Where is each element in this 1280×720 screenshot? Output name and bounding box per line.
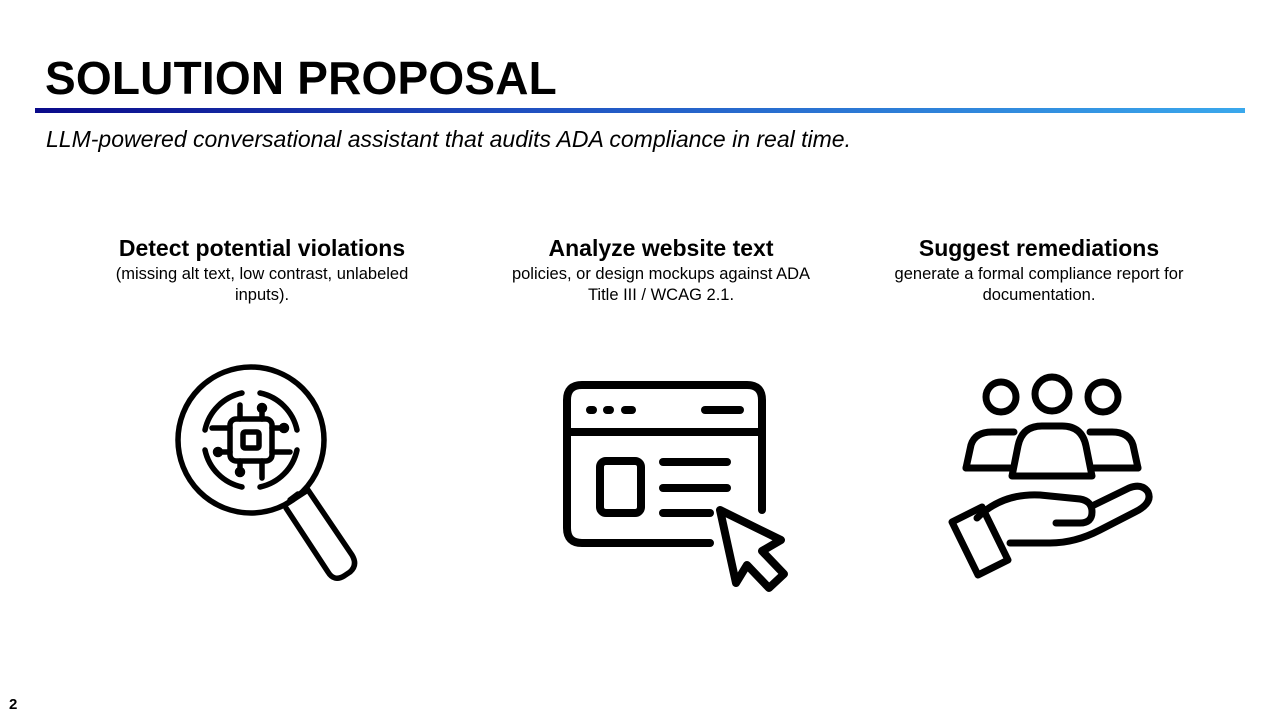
feature-heading: Detect potential violations (118, 235, 406, 261)
hand-holding-people-icon (940, 360, 1170, 590)
feature-description: (missing alt text, low contrast, unlabel… (115, 265, 409, 304)
page-number: 2 (9, 696, 18, 713)
feature-description: generate a formal compliance report for … (894, 265, 1184, 304)
feature-column-analyze: Analyze website text policies, or design… (501, 232, 821, 306)
feature-column-suggest: Suggest remediations generate a formal c… (879, 232, 1199, 306)
slide-title: SOLUTION PROPOSAL (45, 52, 557, 104)
title-divider (35, 108, 1245, 113)
feature-column-detect: Detect potential violations (missing alt… (102, 232, 422, 306)
browser-window-cursor-icon (555, 370, 795, 600)
magnifier-chip-icon (160, 350, 380, 590)
feature-description: policies, or design mockups against ADA … (511, 265, 811, 304)
feature-heading: Suggest remediations (918, 235, 1160, 261)
slide-subtitle: LLM-powered conversational assistant tha… (46, 126, 851, 152)
feature-heading: Analyze website text (548, 235, 774, 261)
